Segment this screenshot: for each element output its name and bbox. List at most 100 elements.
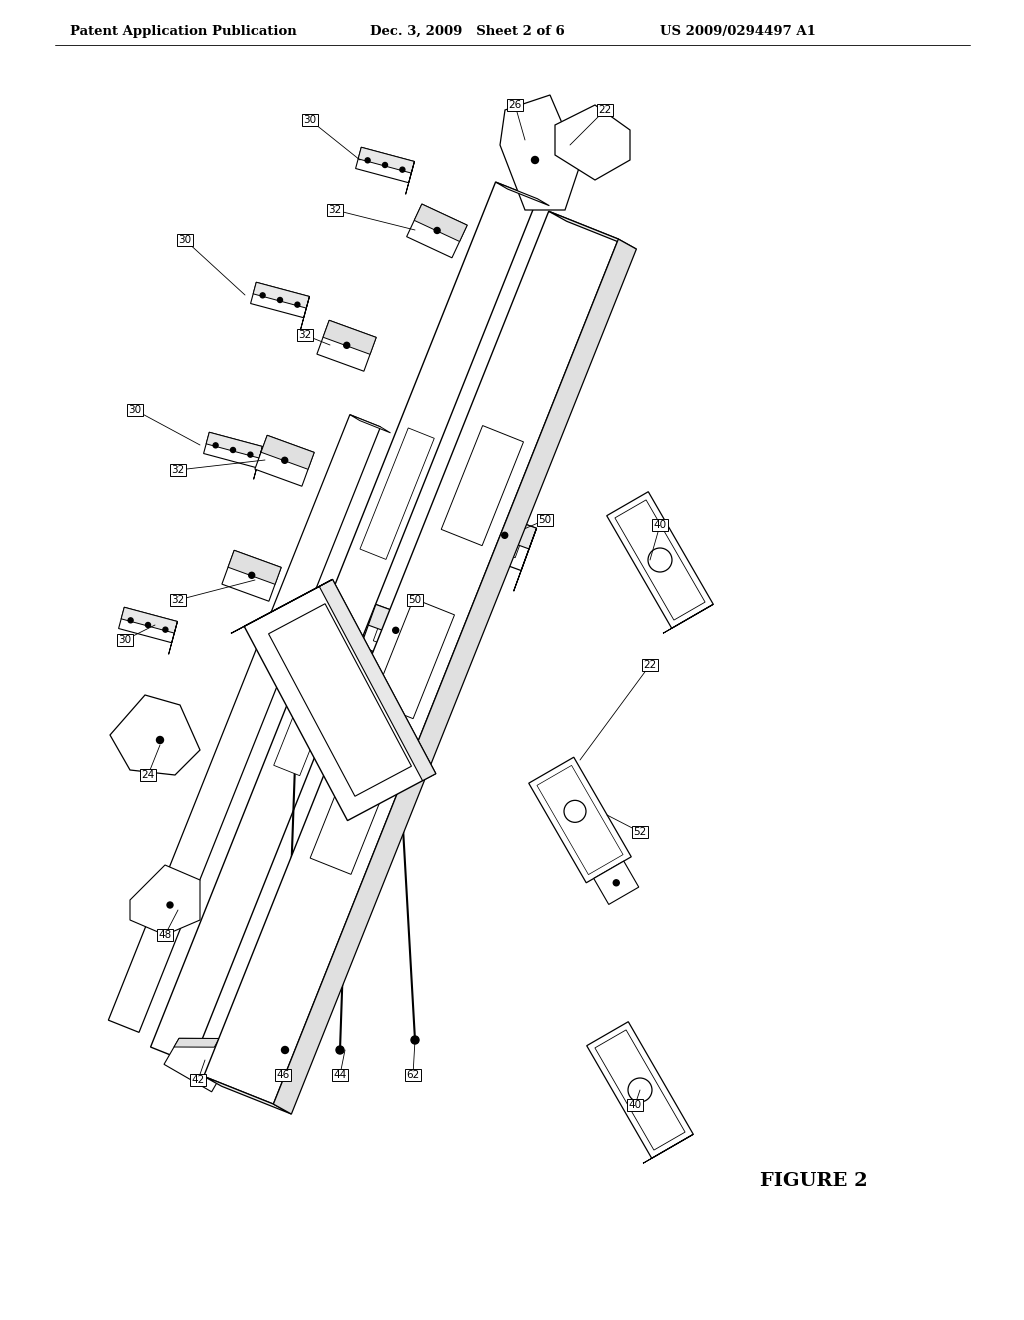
- Circle shape: [502, 532, 508, 539]
- Circle shape: [383, 162, 387, 168]
- Text: 30: 30: [119, 635, 131, 645]
- Text: FIGURE 2: FIGURE 2: [760, 1172, 867, 1191]
- Circle shape: [434, 227, 440, 234]
- Polygon shape: [500, 95, 580, 210]
- Circle shape: [613, 880, 620, 886]
- Text: 48: 48: [159, 931, 172, 940]
- Polygon shape: [204, 211, 618, 1104]
- Circle shape: [282, 1047, 289, 1053]
- Polygon shape: [477, 510, 537, 549]
- Polygon shape: [404, 623, 428, 686]
- Polygon shape: [441, 425, 523, 545]
- Polygon shape: [594, 861, 639, 904]
- Polygon shape: [316, 321, 376, 371]
- Text: 32: 32: [298, 330, 311, 341]
- Circle shape: [366, 158, 370, 162]
- Polygon shape: [496, 182, 549, 206]
- Polygon shape: [360, 428, 434, 560]
- Polygon shape: [514, 528, 537, 591]
- Polygon shape: [528, 758, 631, 883]
- Polygon shape: [407, 205, 467, 257]
- Circle shape: [145, 623, 151, 627]
- Circle shape: [344, 342, 350, 348]
- Circle shape: [282, 457, 288, 463]
- Circle shape: [167, 902, 173, 908]
- Polygon shape: [253, 282, 309, 308]
- Circle shape: [248, 453, 253, 457]
- Text: 30: 30: [303, 115, 316, 125]
- Polygon shape: [251, 282, 309, 318]
- Text: 62: 62: [407, 1071, 420, 1080]
- Polygon shape: [537, 766, 623, 875]
- Text: 40: 40: [653, 520, 667, 531]
- Polygon shape: [261, 436, 314, 470]
- Polygon shape: [355, 148, 415, 182]
- Text: 32: 32: [171, 465, 184, 475]
- Text: 46: 46: [276, 1071, 290, 1080]
- Polygon shape: [319, 579, 436, 780]
- Polygon shape: [595, 1030, 685, 1150]
- Polygon shape: [415, 205, 467, 242]
- Polygon shape: [174, 1039, 219, 1047]
- Text: 26: 26: [508, 100, 521, 110]
- Circle shape: [336, 1045, 344, 1053]
- Polygon shape: [121, 607, 177, 634]
- Polygon shape: [606, 492, 714, 628]
- Text: 50: 50: [409, 595, 422, 605]
- Polygon shape: [109, 414, 381, 1032]
- Polygon shape: [369, 605, 428, 644]
- Text: 32: 32: [329, 205, 342, 215]
- Text: US 2009/0294497 A1: US 2009/0294497 A1: [660, 25, 816, 38]
- Circle shape: [295, 302, 300, 308]
- Text: Dec. 3, 2009   Sheet 2 of 6: Dec. 3, 2009 Sheet 2 of 6: [370, 25, 565, 38]
- Polygon shape: [587, 1022, 693, 1158]
- Polygon shape: [231, 579, 333, 634]
- Polygon shape: [614, 500, 706, 620]
- Polygon shape: [255, 436, 314, 486]
- Polygon shape: [482, 523, 523, 558]
- Circle shape: [230, 447, 236, 453]
- Text: 30: 30: [178, 235, 191, 246]
- Polygon shape: [310, 754, 392, 874]
- Polygon shape: [268, 603, 412, 796]
- Polygon shape: [469, 510, 537, 570]
- Circle shape: [400, 168, 404, 172]
- Polygon shape: [151, 182, 538, 1064]
- Polygon shape: [643, 1134, 693, 1163]
- Polygon shape: [204, 1076, 292, 1114]
- Circle shape: [249, 573, 255, 578]
- Polygon shape: [301, 297, 309, 329]
- Text: 44: 44: [334, 1071, 347, 1080]
- Polygon shape: [228, 550, 282, 585]
- Polygon shape: [273, 644, 348, 776]
- Polygon shape: [119, 607, 177, 643]
- Circle shape: [393, 627, 398, 634]
- Polygon shape: [244, 579, 436, 821]
- Text: 22: 22: [598, 106, 611, 115]
- Polygon shape: [350, 414, 390, 433]
- Text: 24: 24: [141, 770, 155, 780]
- Polygon shape: [360, 605, 428, 665]
- Text: 50: 50: [539, 515, 552, 525]
- Text: 42: 42: [191, 1074, 205, 1085]
- Circle shape: [157, 737, 164, 743]
- Text: 22: 22: [643, 660, 656, 671]
- Polygon shape: [555, 106, 630, 180]
- Text: 32: 32: [171, 595, 184, 605]
- Polygon shape: [374, 618, 415, 652]
- Circle shape: [411, 1036, 419, 1044]
- Circle shape: [278, 297, 283, 302]
- Circle shape: [531, 157, 539, 164]
- Polygon shape: [358, 148, 415, 173]
- Polygon shape: [664, 605, 714, 634]
- Polygon shape: [204, 432, 262, 467]
- Circle shape: [163, 627, 168, 632]
- Polygon shape: [169, 622, 177, 655]
- Polygon shape: [549, 211, 636, 249]
- Polygon shape: [323, 321, 376, 354]
- Polygon shape: [164, 1039, 226, 1092]
- Text: 30: 30: [128, 405, 141, 414]
- Polygon shape: [254, 446, 262, 479]
- Text: 40: 40: [629, 1100, 642, 1110]
- Text: 52: 52: [634, 828, 646, 837]
